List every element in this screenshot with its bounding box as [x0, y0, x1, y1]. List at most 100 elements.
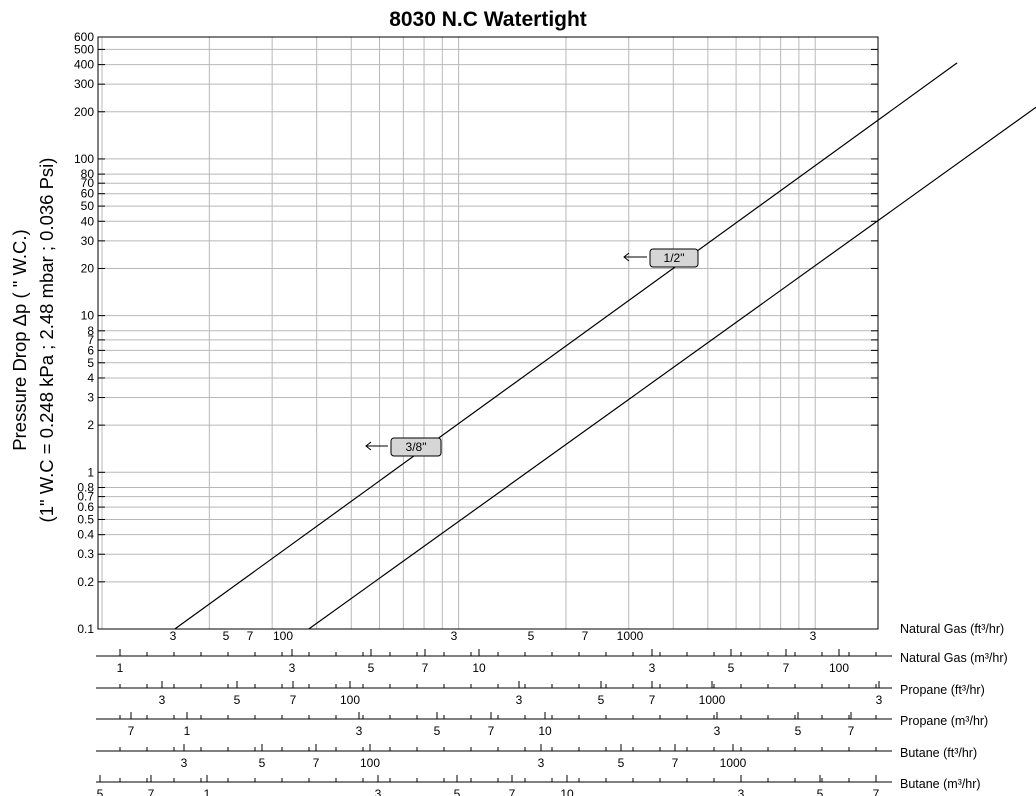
flow-scale-tick-label: 7: [848, 724, 855, 738]
y-tick-label: 500: [74, 42, 94, 56]
flow-scale-name: Natural Gas (ft³/hr): [900, 622, 1004, 636]
y-tick-label: 0.8: [77, 480, 94, 494]
flow-scale-tick-label: 3: [170, 629, 177, 643]
flow-scale-tick-label: 100: [360, 756, 380, 770]
flow-scale-tick-label: 5: [795, 724, 802, 738]
y-tick-label: 1: [87, 465, 94, 479]
y-tick-label: 7: [87, 333, 94, 347]
y-tick-label: 60: [81, 187, 95, 201]
flow-scale-tick-label: 3: [810, 629, 817, 643]
plot-frame: [97, 36, 879, 630]
y-tick-label: 300: [74, 77, 94, 91]
flow-scale-tick-label: 1: [184, 724, 191, 738]
flow-scale-tick-label: 3: [876, 693, 883, 707]
callout-label: 1/2": [664, 251, 685, 265]
flow-scale-tick-label: 1000: [699, 693, 726, 707]
grid: [98, 36, 878, 630]
flow-scale-4: 3 5 7 100 3 5 7 1000 Butane (ft³/hr): [96, 744, 977, 770]
flow-scale-name: Natural Gas (m³/hr): [900, 651, 1008, 665]
flow-scale-name: Propane (ft³/hr): [900, 683, 985, 697]
flow-scale-tick-label: 3: [649, 661, 656, 675]
y-tick-label: 3: [87, 391, 94, 405]
flow-scale-0: 3 5 7 100 3 5 7 1000 3 Natural Gas (ft³/hr): [170, 622, 1005, 643]
y-tick-label: 5: [87, 356, 94, 370]
y-tick-label: 4: [87, 371, 94, 385]
y-axis-label: Pressure Drop Δp ( " W.C.) (1" W.C = 0.2…: [9, 158, 57, 523]
y-tick-label: 30: [81, 234, 95, 248]
flow-scale-tick-label: 1: [204, 787, 211, 796]
flow-scale-tick-label: 7: [290, 693, 297, 707]
flow-scale-tick-label: 1: [117, 661, 124, 675]
callout-arrow: [623, 252, 647, 262]
flow-scale-tick-label: 3: [289, 661, 296, 675]
y-tick-label: 20: [81, 261, 95, 275]
flow-scale-tick-label: 3: [516, 693, 523, 707]
y-tick-label: 70: [81, 176, 95, 190]
flow-scale-tick-label: 3: [159, 693, 166, 707]
flow-scale-tick-label: 100: [340, 693, 360, 707]
flow-scale-1: 1 3 5 7 10 3 5 7 100 Natural Gas (m³/hr): [96, 649, 1008, 675]
series-line-one-half: [308, 106, 1036, 630]
y-axis-label-line1: Pressure Drop Δp ( " W.C.): [9, 229, 30, 450]
flow-scale-tick-label: 5: [234, 693, 241, 707]
y-tick-label: 0.5: [77, 512, 94, 526]
y-tick-label: 0.1: [77, 622, 94, 636]
flow-scale-tick-label: 7: [313, 756, 320, 770]
flow-scale-tick-label: 3: [714, 724, 721, 738]
flow-scale-tick-label: 7: [783, 661, 790, 675]
callout-box: [649, 248, 699, 268]
flow-scale-tick-label: 5: [598, 693, 605, 707]
flow-scale-tick-label: 100: [829, 661, 849, 675]
flow-scale-5: 5 7 1 3 5 7 10 3 5 7 Butane (m³/hr): [96, 775, 981, 796]
y-tick-label: 0.3: [77, 547, 94, 561]
flow-scale-tick-label: 10: [538, 724, 552, 738]
y-tick-label: 6: [87, 343, 94, 357]
flow-scale-tick-label: 3: [356, 724, 363, 738]
flow-scale-tick-label: 5: [259, 756, 266, 770]
flow-scale-tick-label: 7: [422, 661, 429, 675]
y-tick-label: 40: [81, 214, 95, 228]
callout-box: [390, 437, 442, 457]
flow-scale-tick-label: 5: [368, 661, 375, 675]
flow-scale-tick-label: 3: [181, 756, 188, 770]
y-tick-label: 100: [74, 152, 94, 166]
y-tick-label: 0.6: [77, 500, 94, 514]
flow-scale-tick-label: 3: [738, 787, 745, 796]
y-tick-label: 8: [87, 324, 94, 338]
flow-scale-2: 3 5 7 100 3 5 7 1000 3 Propane (ft³/hr): [96, 681, 985, 707]
flow-scale-tick-label: 5: [454, 787, 461, 796]
flow-scale-tick-label: 10: [560, 787, 574, 796]
flow-scale-name: Butane (m³/hr): [900, 777, 981, 791]
series-callout: 3/8": [365, 437, 442, 457]
flow-scale-tick-label: 7: [873, 787, 880, 796]
callout-arrow: [365, 441, 388, 451]
flow-scale-tick-label: 3: [375, 787, 382, 796]
chart-title: 8030 N.C Watertight: [389, 8, 587, 31]
flow-scale-tick-label: 7: [128, 724, 135, 738]
flow-scale-tick-label: 7: [582, 629, 589, 643]
flow-scale-tick-label: 5: [434, 724, 441, 738]
flow-scale-3: 7 1 3 5 7 10 3 5 7 Propane (m³/hr): [96, 712, 988, 738]
y-axis-label-line2: (1" W.C = 0.248 kPa ; 2.48 mbar ; 0.036 …: [36, 158, 57, 523]
flow-scale-tick-label: 5: [817, 787, 824, 796]
y-tick-label: 50: [81, 199, 95, 213]
flow-scale-tick-label: 1000: [720, 756, 747, 770]
flow-scale-tick-label: 10: [472, 661, 486, 675]
flow-scale-tick-label: 7: [488, 724, 495, 738]
flow-scale-tick-label: 100: [273, 629, 293, 643]
series-line-three-eighths: [174, 62, 958, 630]
flow-scale-tick-label: 5: [223, 629, 230, 643]
y-tick-label: 600: [74, 30, 94, 44]
y-tick-label: 400: [74, 58, 94, 72]
flow-scale-tick-label: 7: [649, 693, 656, 707]
flow-scale-tick-label: 7: [247, 629, 254, 643]
flow-scale-tick-label: 7: [148, 787, 155, 796]
y-tick-label: 0.4: [77, 528, 94, 542]
flow-scale-tick-label: 7: [509, 787, 516, 796]
flow-scale-tick-label: 5: [528, 629, 535, 643]
flow-scales: 3 5 7 100 3 5 7 1000 3 Natural Gas (ft³/hr) 1 3 5 7 10…: [96, 622, 1008, 796]
flow-scale-name: Butane (ft³/hr): [900, 746, 977, 760]
flow-scale-tick-label: 5: [618, 756, 625, 770]
